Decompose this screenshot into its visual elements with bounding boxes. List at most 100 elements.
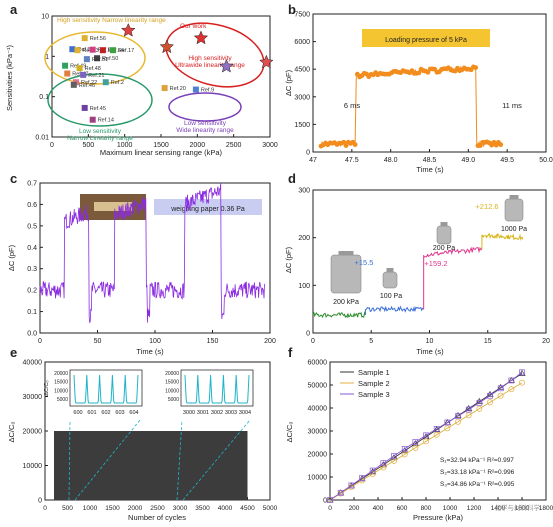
panel-f-marker	[444, 419, 451, 426]
panel-a-ref-label: Ref.48	[85, 66, 101, 72]
panel-b-banner-text: Loading pressure of 5 kPa	[385, 37, 467, 44]
panel-f-legend-label: Sample 1	[358, 368, 390, 377]
panel-f-marker	[401, 445, 408, 452]
panel-d-weight-1000Pa	[504, 198, 524, 222]
panel-e-xtick-label: 3000	[173, 505, 188, 512]
panel-a-ref-marker	[81, 35, 88, 42]
panel-e-xtick-label: 4500	[240, 505, 255, 512]
panel-d-xtick-label: 5	[369, 338, 373, 345]
panel-b-annotation-right: 11 ms	[502, 101, 522, 110]
panel-e-inset-1-ytick-label: 20000	[54, 371, 68, 377]
panel-f-marker	[348, 482, 355, 489]
panel-c-xtick-label: 150	[207, 338, 219, 345]
panel-d-series-line	[365, 305, 425, 313]
panel-a-group-label: High sensitivity	[188, 55, 232, 62]
panel-e-xtick-label: 2500	[150, 505, 165, 512]
panel-f-ytick-label: 0	[323, 498, 327, 505]
panel-b-ytick-label: 7500	[294, 12, 310, 19]
panel-a-xtick-label: 0	[50, 142, 54, 149]
panel-b-xtick-label: 49.5	[500, 157, 514, 164]
panel-d-xtick-label: 15	[484, 338, 492, 345]
panel-f-marker	[519, 369, 525, 376]
panel-a-group-purple	[168, 92, 242, 122]
panel-a-ref-marker	[69, 46, 76, 53]
panel-d-ylabel: ΔC (pF)	[284, 246, 293, 273]
panel-e-inset-1-xtick-label: 602	[101, 410, 110, 416]
panel-b-ytick-label: 3000	[294, 94, 310, 101]
panel-b-ytick-label: 0	[306, 150, 310, 157]
panel-e-zoom-line	[68, 419, 71, 501]
panel-e-inset-2-frame	[180, 369, 254, 407]
panel-e-inset-2-xtick-label: 3000	[183, 410, 195, 416]
panel-d-ytick-label: 300	[298, 188, 310, 195]
panel-f-legend-label: Sample 3	[358, 390, 390, 399]
panel-e-ytick-label: 30000	[23, 394, 43, 401]
panel-a-ref-label: Ref.52	[77, 47, 93, 53]
panel-c-series-line	[39, 182, 265, 323]
panel-c-ytick-label: 0.0	[27, 331, 37, 338]
panel-c-ytick-label: 0.4	[27, 245, 37, 252]
panel-e-inset-2-xtick-label: 3001	[197, 410, 209, 416]
panel-d-weight-200Pa	[436, 225, 452, 245]
panel-a-ref-marker	[102, 79, 109, 86]
panel-a-ref-marker	[110, 47, 117, 54]
panel-c-banner	[154, 199, 262, 215]
panel-a-xtick-label: 2500	[226, 142, 242, 149]
panel-f-marker	[359, 475, 365, 481]
panel-e-inset-1-xtick-label: 600	[73, 410, 82, 416]
panel-d-weight-label: 1000 Pa	[501, 226, 527, 233]
panel-f-xtick-label: 1400	[491, 505, 506, 512]
panel-a-ref-label: Ref.20	[170, 86, 186, 92]
watermark-text: 化学与材料科学	[495, 503, 541, 512]
panel-b-banner	[362, 29, 490, 47]
panel-b-point	[343, 143, 349, 148]
panel-f-marker	[444, 425, 451, 432]
panel-a-ref-label: Ref.22	[81, 80, 97, 86]
panel-e-inset-2-xtick-label: 3002	[211, 410, 223, 416]
panel-b-ytick-label: 4500	[294, 67, 310, 74]
panel-f-marker	[380, 464, 387, 471]
panel-d-delta: +15.5	[355, 258, 374, 267]
panel-b-xtick-label: 48.0	[384, 157, 398, 164]
panel-f-marker	[433, 431, 440, 438]
panel-f-ytick-label: 60000	[308, 360, 328, 367]
panel-b-point	[352, 142, 358, 147]
panel-c-ytick-label: 0.7	[27, 181, 37, 188]
panel-a-xtick-label: 3000	[262, 142, 278, 149]
panel-f-ytick-label: 50000	[308, 383, 328, 390]
panel-a-group-green	[47, 73, 153, 127]
panel-a-group-label: Wide linearity range	[176, 127, 234, 134]
panel-e-ytick-label: 40000	[23, 360, 43, 367]
panel-e-inset-1-ytick-label: 5000	[57, 397, 68, 403]
panel-b-label: b	[288, 2, 296, 17]
panel-d-xlabel: Time (s)	[416, 347, 444, 356]
panel-e-inset-2-xtick-label: 3003	[225, 410, 237, 416]
panel-a-ref-marker	[94, 55, 101, 62]
panel-c-ytick-label: 0.2	[27, 288, 37, 295]
panel-d-xtick-label: 20	[542, 338, 550, 345]
panel-e-inset-2-ytick-label: 15000	[165, 380, 179, 386]
panel-a-ref-label: Ref.14	[98, 118, 114, 124]
panel-a-ref-label: Ref.2	[111, 80, 124, 86]
panel-e-inset-1-xtick-label: 603	[115, 410, 124, 416]
panel-e-zoom-line	[176, 419, 183, 501]
panel-f-xtick-label: 1600	[515, 505, 530, 512]
panel-e-ytick-label: 10000	[23, 463, 43, 470]
panel-a-ref-label: Ref.46	[79, 83, 95, 89]
panel-e-cycle-band	[54, 431, 248, 500]
panel-e-xtick-label: 1500	[105, 505, 120, 512]
panel-a-ref-marker	[161, 85, 168, 92]
panel-a-ylabel: Sensitivities (kPa⁻¹)	[5, 44, 14, 111]
panel-e-ytick-label: 0	[38, 498, 42, 505]
panel-f-marker	[475, 397, 483, 404]
panel-f-marker	[508, 386, 515, 393]
panel-d-delta: +212.6	[475, 202, 498, 211]
panel-a-ref-label: Ref.9	[201, 88, 214, 94]
panel-b-ylabel: ΔC (pF)	[284, 69, 293, 96]
panel-b-xtick-label: 49.0	[462, 157, 476, 164]
panel-f-series-line	[329, 373, 523, 501]
panel-e-inset-1-xtick-label: 601	[87, 410, 96, 416]
panel-a-ref-marker	[99, 47, 106, 54]
panel-f-fit-text: S₁=32.94 kPa⁻¹ R²=0.997	[440, 457, 514, 464]
